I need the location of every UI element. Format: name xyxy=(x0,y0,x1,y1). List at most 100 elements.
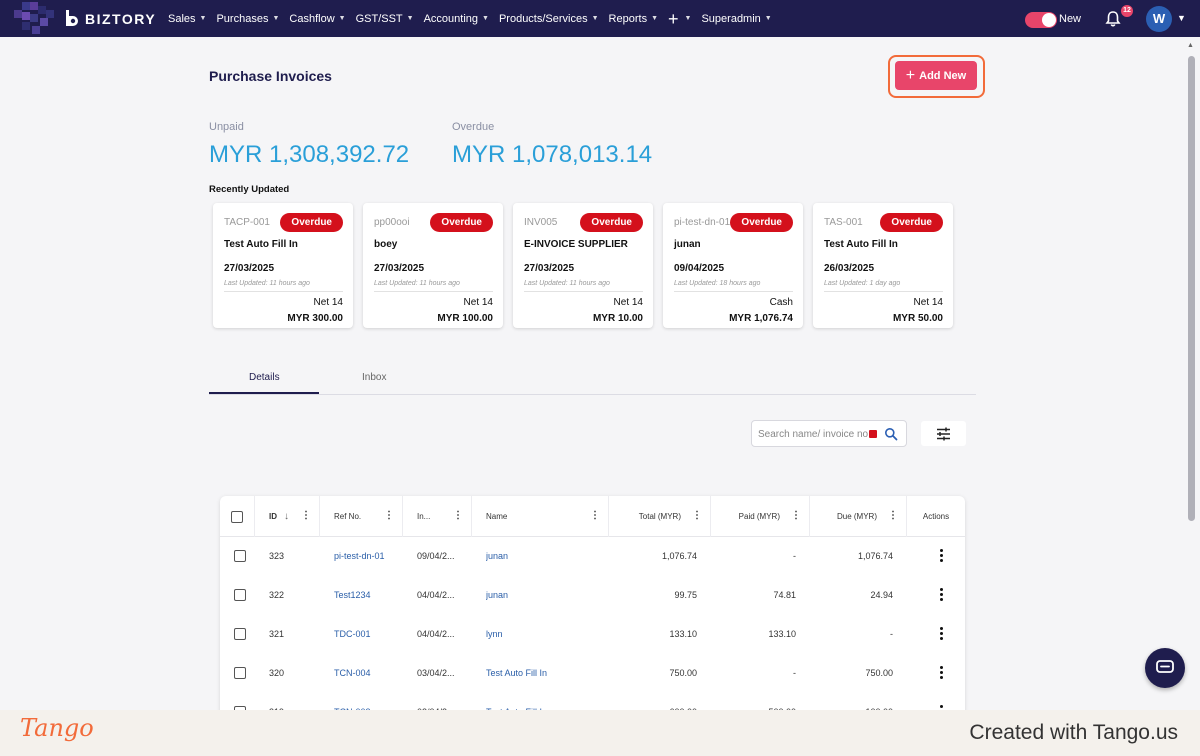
row-checkbox[interactable] xyxy=(234,627,246,640)
menu-quick-add[interactable]: + ▼ xyxy=(668,10,691,28)
card-divider xyxy=(374,291,493,292)
card-supplier-name: Test Auto Fill In xyxy=(224,239,298,250)
search-icon[interactable] xyxy=(884,427,898,441)
row-checkbox[interactable] xyxy=(234,549,246,562)
card-last-updated: Last Updated: 11 hours ago xyxy=(224,280,310,287)
cell-ref-link[interactable]: Test1234 xyxy=(334,589,371,600)
tango-logo: Tango xyxy=(20,714,94,742)
column-menu-icon[interactable]: ⋮ xyxy=(692,510,702,521)
sort-arrow-down-icon[interactable]: ↓ xyxy=(284,511,289,522)
recent-invoice-card[interactable]: pp00ooi Overdue boey 27/03/2025 Last Upd… xyxy=(363,203,503,328)
recent-invoice-card[interactable]: TAS-001 Overdue Test Auto Fill In 26/03/… xyxy=(813,203,953,328)
bell-icon[interactable] xyxy=(1104,10,1122,28)
header-paid[interactable]: Paid (MYR) ⋮ xyxy=(711,496,810,537)
header-invoice-date[interactable]: In... ⋮ xyxy=(403,496,472,537)
table-row[interactable]: 322 Test1234 04/04/2... junan 99.75 74.8… xyxy=(220,575,965,614)
row-checkbox-cell xyxy=(234,653,254,692)
header-ref-no[interactable]: Ref No. ⋮ xyxy=(320,496,403,537)
tab-details[interactable]: Details xyxy=(249,372,280,383)
header-total[interactable]: Total (MYR) ⋮ xyxy=(609,496,711,537)
page-title: Purchase Invoices xyxy=(209,68,332,84)
search-input[interactable] xyxy=(758,425,876,443)
select-all-checkbox[interactable] xyxy=(231,510,243,523)
card-term: Cash xyxy=(769,297,793,308)
cell-total: 133.10 xyxy=(669,628,697,639)
card-amount: MYR 10.00 xyxy=(592,313,643,324)
card-date: 09/04/2025 xyxy=(674,263,725,274)
active-tab-indicator xyxy=(209,392,319,394)
chevron-down-icon: ▼ xyxy=(338,15,346,22)
avatar[interactable]: W xyxy=(1146,6,1172,32)
menu-label: Purchases xyxy=(216,12,269,25)
scrollbar-thumb[interactable] xyxy=(1188,56,1195,521)
chat-button[interactable] xyxy=(1145,648,1185,688)
chevron-down-icon[interactable]: ▼ xyxy=(1177,13,1186,23)
filter-button[interactable] xyxy=(921,421,966,446)
column-menu-icon[interactable]: ⋮ xyxy=(384,510,394,521)
menu-label: Superadmin xyxy=(701,12,761,25)
row-actions-icon[interactable] xyxy=(940,627,943,640)
tabs-divider xyxy=(209,394,976,395)
chevron-down-icon: ▼ xyxy=(482,15,489,22)
column-menu-icon[interactable]: ⋮ xyxy=(791,510,801,521)
table-header: ID ↓ ⋮ Ref No. ⋮ In... ⋮ Name ⋮ Total (M… xyxy=(220,496,965,537)
invoice-table: ID ↓ ⋮ Ref No. ⋮ In... ⋮ Name ⋮ Total (M… xyxy=(220,496,965,726)
recent-invoice-card[interactable]: TACP-001 Overdue Test Auto Fill In 27/03… xyxy=(213,203,353,328)
column-menu-icon[interactable]: ⋮ xyxy=(453,510,463,521)
cell-name-link[interactable]: junan xyxy=(486,550,509,561)
cell-date: 04/04/2... xyxy=(417,589,455,600)
cell-ref-link[interactable]: TDC-001 xyxy=(334,628,371,639)
column-menu-icon[interactable]: ⋮ xyxy=(590,510,600,521)
menu-accounting[interactable]: Accounting ▼ xyxy=(424,13,489,25)
table-row[interactable]: 320 TCN-004 03/04/2... Test Auto Fill In… xyxy=(220,653,965,692)
menu-label: Sales xyxy=(168,12,196,25)
menu-products-services[interactable]: Products/Services ▼ xyxy=(499,13,599,25)
menu-purchases[interactable]: Purchases ▼ xyxy=(216,13,279,25)
menu-gst-sst[interactable]: GST/SST ▼ xyxy=(356,13,414,25)
row-checkbox[interactable] xyxy=(234,666,246,679)
toggle-label: New xyxy=(1059,13,1082,25)
column-menu-icon[interactable]: ⋮ xyxy=(888,510,898,521)
table-row[interactable]: 321 TDC-001 04/04/2... lynn 133.10 133.1… xyxy=(220,614,965,653)
add-new-button[interactable]: + Add New xyxy=(895,61,977,90)
new-ui-toggle[interactable] xyxy=(1025,12,1057,28)
recent-invoice-card[interactable]: pi-test-dn-01 Overdue junan 09/04/2025 L… xyxy=(663,203,803,328)
header-due[interactable]: Due (MYR) ⋮ xyxy=(810,496,907,537)
table-row[interactable]: 323 pi-test-dn-01 09/04/2... junan 1,076… xyxy=(220,536,965,575)
logo-pixel-pattern xyxy=(0,0,70,37)
card-divider xyxy=(674,291,793,292)
cell-ref-link[interactable]: pi-test-dn-01 xyxy=(334,550,385,561)
menu-label: Products/Services xyxy=(498,12,588,25)
brand-logo[interactable]: BIZTORY xyxy=(64,9,156,28)
scroll-up-arrow-icon[interactable]: ▲ xyxy=(1187,42,1194,49)
card-invoice-id: INV005 xyxy=(524,217,558,228)
overdue-label: Overdue xyxy=(452,121,495,133)
chevron-down-icon: ▼ xyxy=(651,15,659,22)
column-menu-icon[interactable]: ⋮ xyxy=(301,510,311,521)
cell-name-link[interactable]: Test Auto Fill In xyxy=(486,667,548,678)
menu-reports[interactable]: Reports ▼ xyxy=(609,13,658,25)
header-select-cell xyxy=(220,496,255,537)
cell-ref-link[interactable]: TCN-004 xyxy=(334,667,371,678)
card-term: Net 14 xyxy=(463,297,493,308)
menu-cashflow[interactable]: Cashflow ▼ xyxy=(289,13,345,25)
row-checkbox-cell xyxy=(234,575,254,614)
tab-inbox[interactable]: Inbox xyxy=(362,372,387,383)
sliders-icon xyxy=(937,427,950,441)
cell-name-link[interactable]: lynn xyxy=(486,628,503,639)
row-checkbox[interactable] xyxy=(234,588,246,601)
menu-sales[interactable]: Sales ▼ xyxy=(168,13,206,25)
menu-label: GST/SST xyxy=(355,12,403,25)
menu-superadmin[interactable]: Superadmin ▼ xyxy=(701,13,771,25)
row-actions-icon[interactable] xyxy=(940,588,943,601)
cell-id: 322 xyxy=(269,589,285,600)
cell-id: 320 xyxy=(269,667,285,678)
header-name[interactable]: Name ⋮ xyxy=(472,496,609,537)
cell-name-link[interactable]: junan xyxy=(486,589,509,600)
header-label: ID xyxy=(269,512,277,521)
cell-due: 24.94 xyxy=(870,589,893,600)
recent-invoice-card[interactable]: INV005 Overdue E-INVOICE SUPPLIER 27/03/… xyxy=(513,203,653,328)
row-actions-icon[interactable] xyxy=(940,549,943,562)
row-actions-icon[interactable] xyxy=(940,666,943,679)
header-id[interactable]: ID ↓ ⋮ xyxy=(255,496,320,537)
